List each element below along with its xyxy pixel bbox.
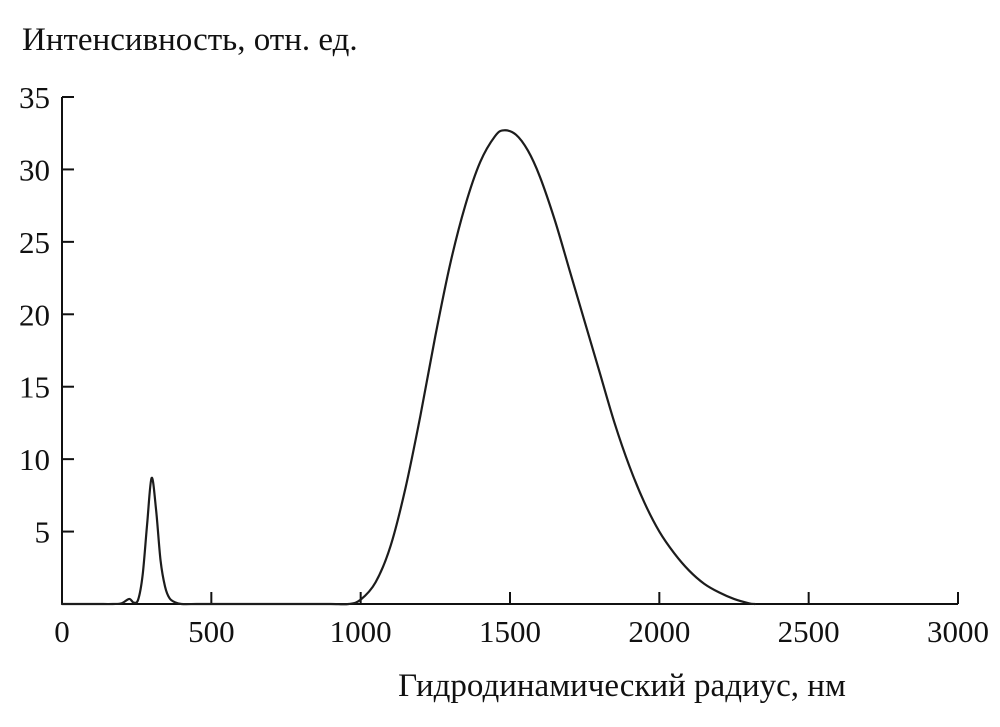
x-axis-title: Гидродинамический радиус, нм xyxy=(398,668,846,704)
y-tick-label: 15 xyxy=(19,370,50,405)
y-tick-label: 35 xyxy=(19,80,50,115)
x-tick-label: 1000 xyxy=(330,614,392,649)
x-tick-label: 500 xyxy=(188,614,235,649)
y-axis-title: Интенсивность, отн. ед. xyxy=(22,22,358,58)
x-tick-label: 3000 xyxy=(927,614,989,649)
y-tick-label: 5 xyxy=(35,515,51,550)
x-tick-label: 2000 xyxy=(628,614,690,649)
x-tick-label: 0 xyxy=(54,614,70,649)
y-tick-label: 25 xyxy=(19,225,50,260)
x-tick-label: 2500 xyxy=(778,614,840,649)
y-tick-label: 30 xyxy=(19,152,50,187)
y-tick-label: 20 xyxy=(19,297,50,332)
x-tick-label: 1500 xyxy=(479,614,541,649)
y-tick-label: 10 xyxy=(19,442,50,477)
series-intensity-distribution-line xyxy=(60,129,757,606)
